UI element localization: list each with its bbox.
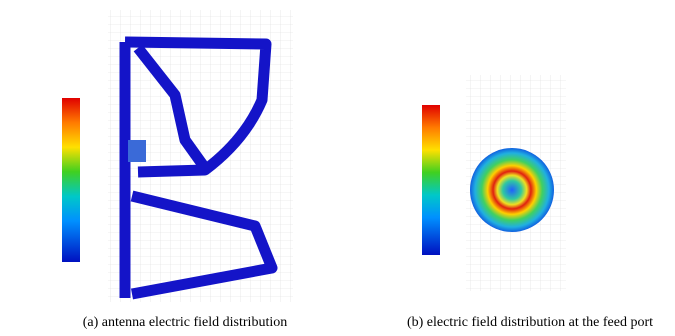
color-bar — [422, 105, 440, 255]
caption: (a) antenna electric field distribution — [83, 315, 287, 330]
field-disc — [470, 148, 554, 232]
figure: (a) antenna electric field distribution … — [0, 0, 675, 336]
feed-port — [128, 140, 146, 162]
caption: (b) electric field distribution at the f… — [407, 315, 653, 330]
color-bar — [62, 98, 80, 262]
panel-a: (a) antenna electric field distribution — [62, 10, 293, 330]
panel-b: (b) electric field distribution at the f… — [407, 75, 653, 330]
page: (a) antenna electric field distribution … — [0, 0, 675, 336]
